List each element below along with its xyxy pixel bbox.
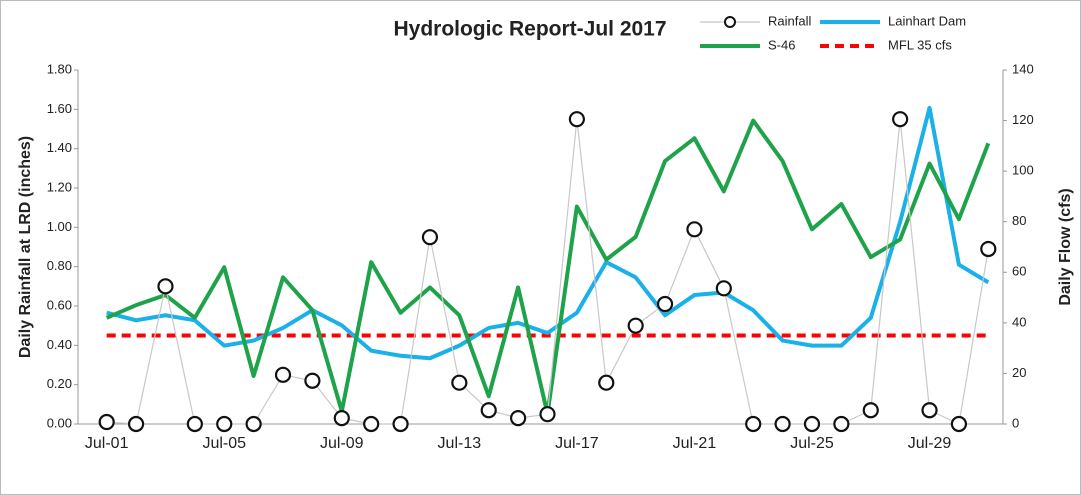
rain-marker: [157, 278, 174, 295]
rain-marker: [715, 280, 732, 297]
legend-label: MFL 35 cfs: [888, 37, 952, 52]
x-tick-label: Jul-21: [673, 435, 717, 452]
rain-marker: [216, 415, 233, 433]
rain-marker: [363, 415, 380, 433]
rain-marker: [304, 372, 321, 389]
rain-marker: [686, 221, 703, 238]
rain-marker: [774, 415, 791, 433]
y-tick-label: 1.00: [47, 219, 72, 234]
legend-label: S-46: [768, 37, 795, 52]
rain-marker: [980, 240, 997, 258]
rain-marker: [568, 111, 585, 128]
x-tick-label: Jul-29: [908, 435, 952, 452]
y-axis-label: Daily Rainfall at LRD (inches): [17, 136, 34, 358]
rain-marker: [127, 415, 145, 433]
rain-marker: [862, 402, 879, 419]
y2-tick-label: 140: [1012, 61, 1034, 76]
rain-marker: [803, 415, 821, 433]
legend-marker: [724, 16, 736, 28]
y-tick-label: 0.00: [47, 415, 72, 430]
y-tick-label: 1.60: [47, 101, 72, 116]
rain-marker: [627, 317, 644, 334]
y-tick-label: 0.20: [47, 376, 72, 391]
rain-marker: [451, 374, 468, 391]
rain-marker: [950, 415, 968, 433]
legend-label: Rainfall: [768, 13, 811, 28]
x-tick-label: Jul-17: [555, 435, 599, 452]
y-tick-label: 1.80: [47, 61, 72, 76]
y2-tick-label: 40: [1012, 314, 1026, 329]
rain-marker: [245, 415, 262, 433]
rain-marker: [833, 415, 850, 433]
rain-marker: [539, 406, 556, 423]
rain-marker: [333, 410, 350, 427]
chart-title: Hydrologic Report-Jul 2017: [393, 18, 666, 41]
rain-marker: [421, 229, 439, 246]
rain-marker: [892, 111, 909, 128]
rain-marker: [656, 295, 674, 313]
rain-marker: [510, 410, 527, 427]
y2-tick-label: 120: [1012, 112, 1034, 127]
y-tick-label: 0.40: [47, 337, 72, 352]
y2-axis-label: Daily Flow (cfs): [1057, 188, 1074, 305]
y2-tick-label: 60: [1012, 264, 1026, 279]
rain-marker: [98, 413, 115, 431]
rain-marker: [921, 402, 938, 419]
y-tick-label: 1.20: [47, 179, 72, 194]
y-tick-label: 1.40: [47, 140, 72, 155]
legend-label: Lainhart Dam: [888, 13, 966, 28]
y2-tick-label: 100: [1012, 163, 1034, 178]
rain-marker: [480, 402, 497, 419]
x-tick-label: Jul-25: [790, 435, 834, 452]
y-tick-label: 0.80: [47, 258, 72, 273]
series-line: [106, 105, 990, 361]
x-tick-label: Jul-13: [438, 435, 482, 452]
x-tick-label: Jul-01: [85, 435, 129, 452]
rain-marker: [392, 415, 409, 433]
y2-tick-label: 80: [1012, 213, 1026, 228]
y2-tick-label: 0: [1012, 415, 1019, 430]
rain-marker: [745, 415, 762, 433]
rain-marker: [274, 366, 292, 383]
y2-tick-label: 20: [1012, 365, 1026, 380]
x-tick-label: Jul-09: [320, 435, 364, 452]
y-tick-label: 0.60: [47, 297, 72, 312]
rain-marker: [598, 374, 615, 391]
rain-marker: [186, 415, 203, 433]
x-tick-label: Jul-05: [202, 435, 246, 452]
